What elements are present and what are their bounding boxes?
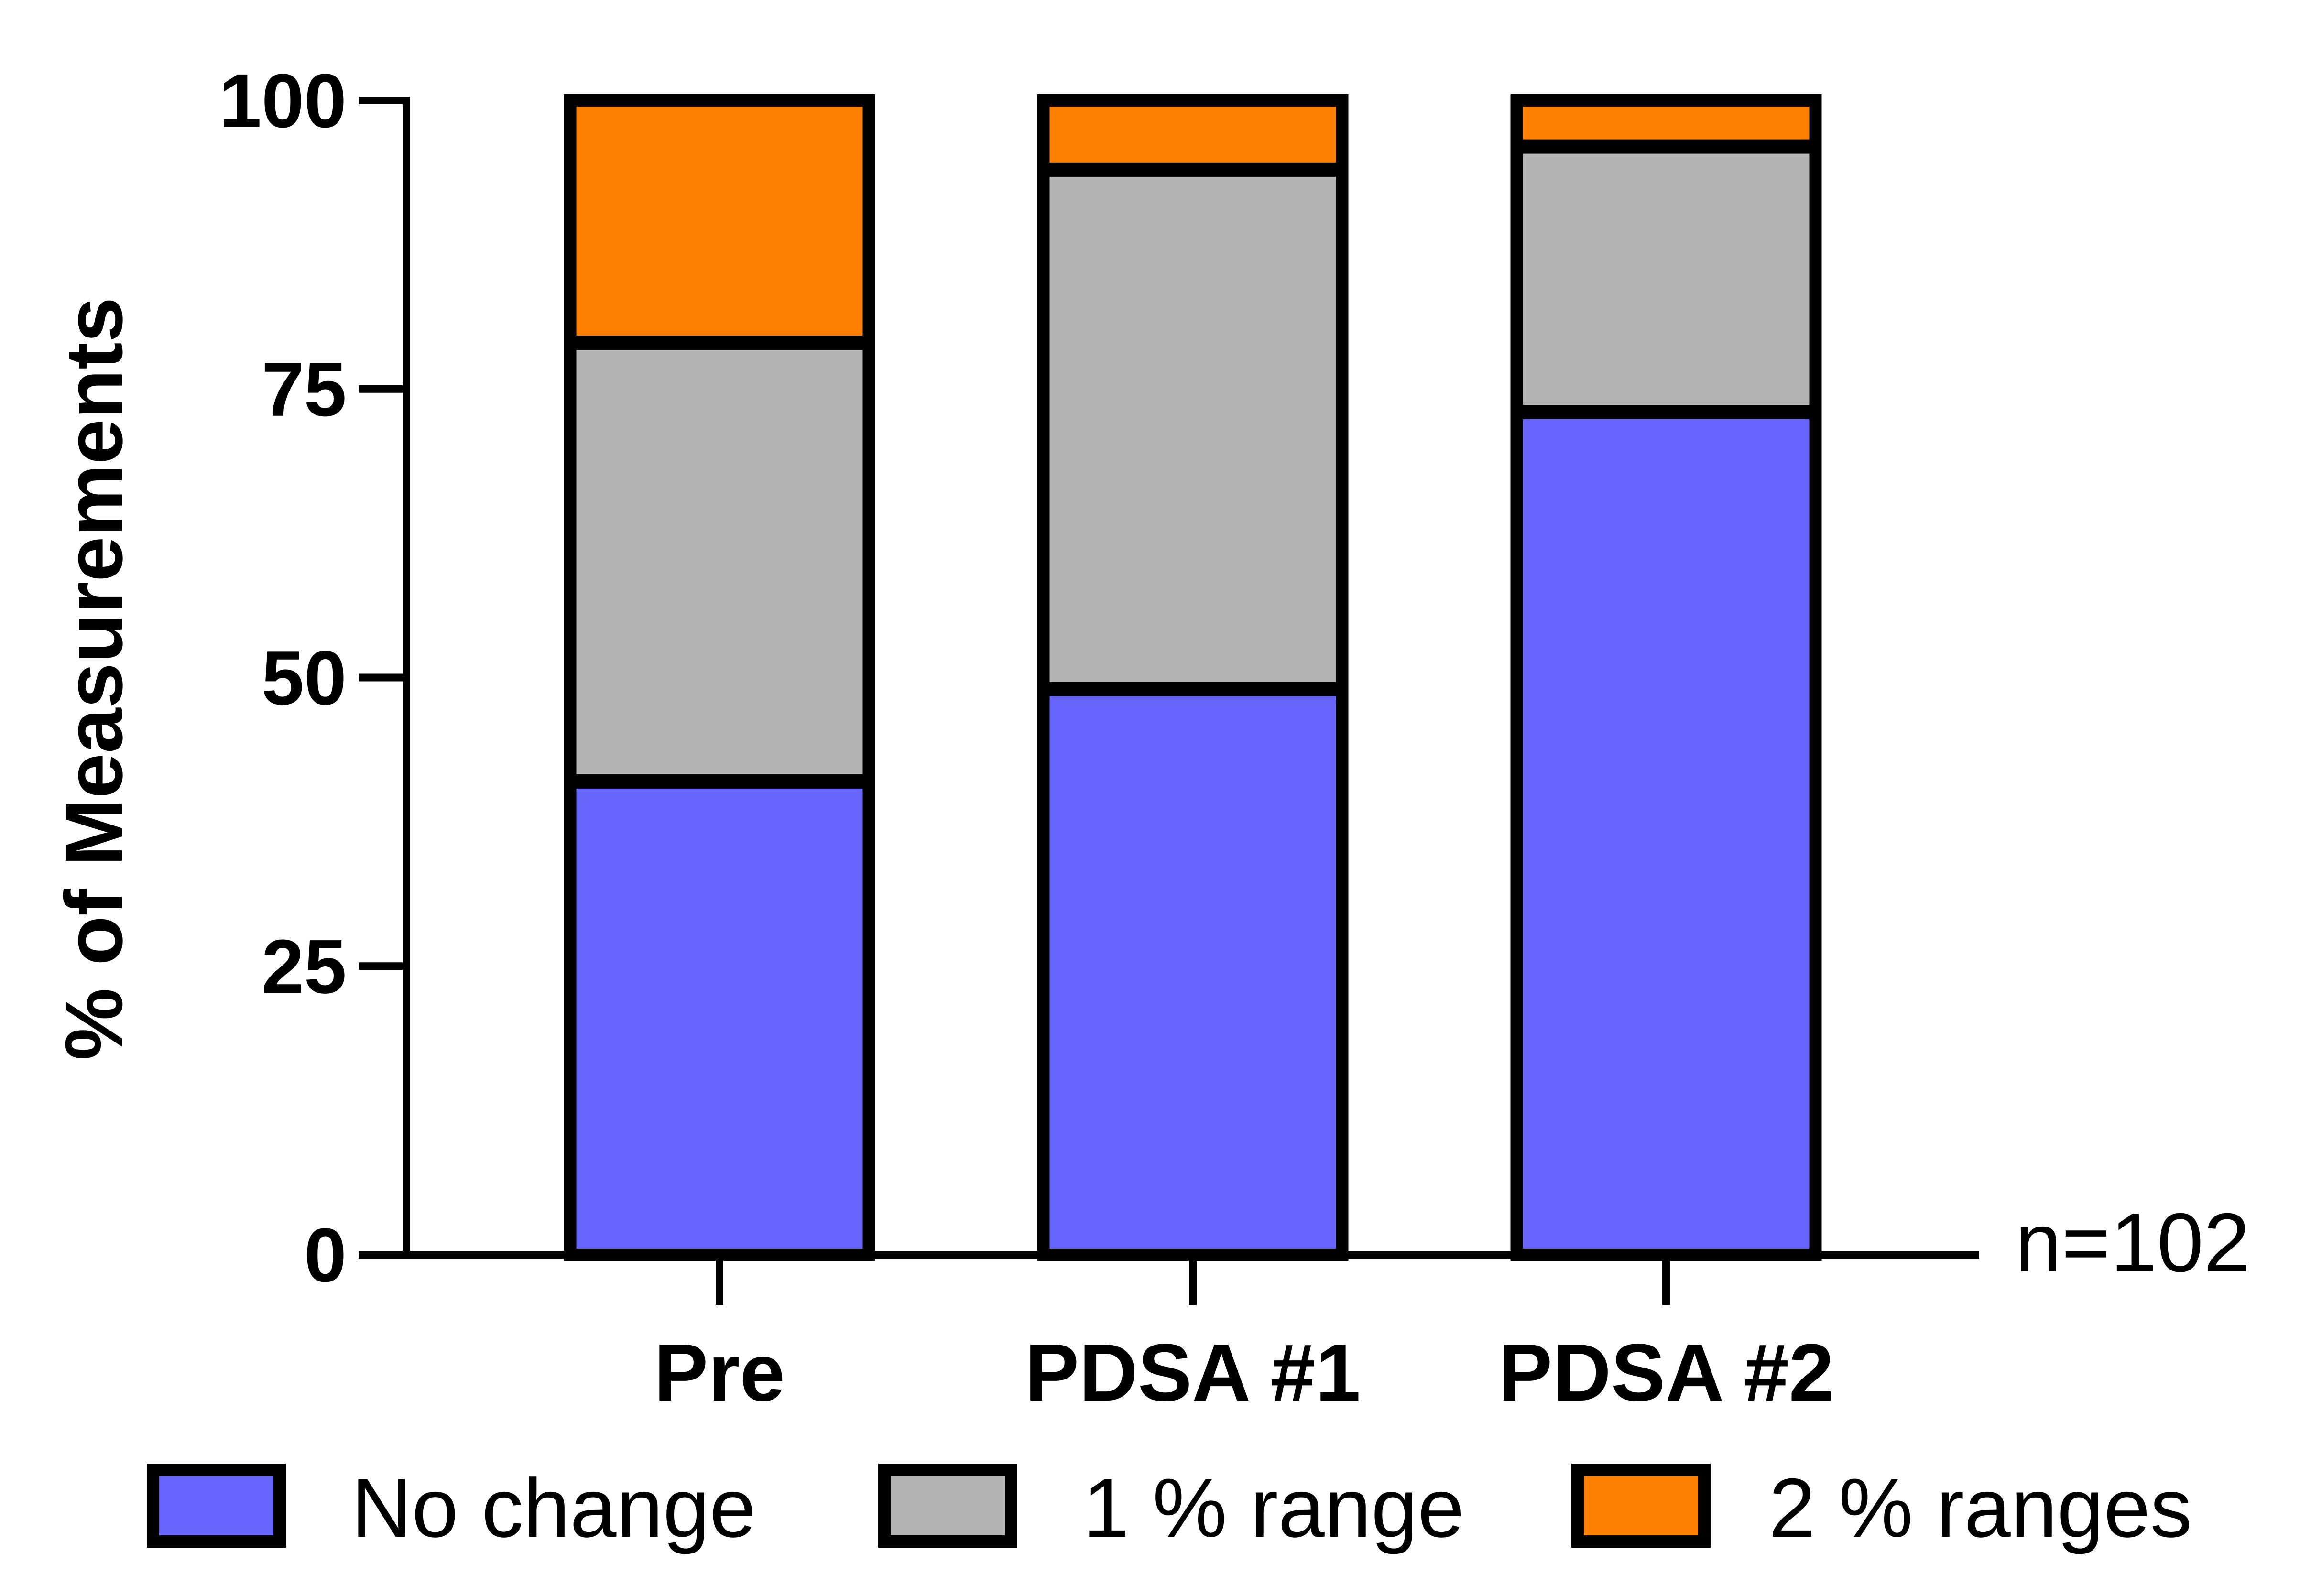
bar-segment-pdsa-2-1-range bbox=[1516, 146, 1816, 413]
x-tick-label-pdsa-2: PDSA #2 bbox=[1498, 1327, 1834, 1418]
sample-size-annotation: n=102 bbox=[2015, 1196, 2250, 1290]
bar-segment-pdsa-1-1-range bbox=[1043, 169, 1342, 689]
legend-label-1-range: 1 % range bbox=[1083, 1462, 1464, 1555]
bar-segment-pdsa-2-no-change bbox=[1516, 412, 1816, 1255]
legend: No change 1 % range 2 % ranges bbox=[147, 1462, 2192, 1555]
bar-segment-pdsa-1-2-ranges bbox=[1043, 100, 1342, 170]
axes-group: Pre PDSA #1 PDSA #2 0 25 50 75 100 bbox=[219, 58, 1979, 1418]
legend-swatch-2-ranges bbox=[1571, 1464, 1711, 1548]
legend-swatch-1-range bbox=[878, 1464, 1017, 1548]
bars-group bbox=[564, 94, 1822, 1261]
bar-segment-pdsa-2-2-ranges bbox=[1516, 100, 1816, 147]
y-axis-label: % of Measurements bbox=[49, 297, 140, 1061]
legend-swatch-no-change bbox=[147, 1464, 286, 1548]
bar-segment-pre-no-change bbox=[570, 781, 869, 1255]
bar-segment-pre-2-ranges bbox=[570, 100, 869, 343]
y-tick-label-100: 100 bbox=[219, 58, 347, 143]
x-tick-label-pre: Pre bbox=[654, 1327, 785, 1418]
y-tick-label-75: 75 bbox=[262, 347, 347, 432]
legend-label-no-change: No change bbox=[351, 1462, 756, 1555]
x-tick-label-pdsa-1: PDSA #1 bbox=[1025, 1327, 1361, 1418]
y-tick-label-25: 25 bbox=[262, 923, 347, 1009]
bar-segment-pdsa-1-no-change bbox=[1043, 689, 1342, 1255]
bar-segment-pre-1-range bbox=[570, 343, 869, 782]
y-tick-label-50: 50 bbox=[262, 635, 347, 721]
y-tick-label-0: 0 bbox=[304, 1212, 347, 1298]
legend-label-2-ranges: 2 % ranges bbox=[1769, 1462, 2192, 1555]
